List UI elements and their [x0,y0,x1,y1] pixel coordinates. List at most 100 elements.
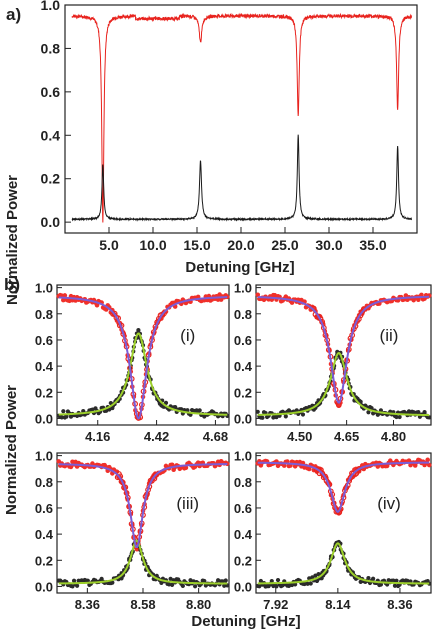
drop-point [173,404,178,410]
subplot-label: (iii) [176,494,199,513]
x-tick-label: 25.0 [271,237,298,253]
drop-point [394,414,399,420]
x-tick-label: 15.0 [183,237,210,253]
drop-point [313,573,318,578]
subplot-3: 8.36 8.58 8.80 0.0 0.2 0.4 0.6 0.8 1.0 (iii) [35,449,230,612]
y-tick-label: 0.2 [35,385,53,400]
y-tick-label: 0.0 [41,214,61,230]
x-tick-label: 4.68 [203,429,228,444]
y-tick-label: 1.0 [234,281,252,296]
x-tick-label: 8.58 [130,597,155,612]
y-tick-label: 0.4 [35,527,54,542]
transmission-point [255,292,261,298]
drop-point [64,414,69,419]
drop-fit [58,539,228,585]
transmission-point [152,472,159,479]
panel-a-xlabel: Detuning [GHz] [185,259,294,276]
transmission-fit [257,295,430,404]
y-tick-label: 0.2 [35,553,53,568]
transmission-point [183,465,189,471]
drop-point [197,408,202,413]
transmission-fit [58,463,228,548]
drop-point [110,580,115,585]
x-tick-label: 4.50 [287,429,312,444]
y-tick-label: 1.0 [35,281,53,296]
y-tick-label: 0.6 [35,501,53,516]
transmission-line [71,12,413,223]
drop-point [136,328,141,333]
drop-fit [58,332,228,416]
panel-a-ticks: 5.0 10.0 15.0 20.0 25.0 30.0 35.0 0.0 0.2 0.4 0.6 0… [41,0,387,253]
drop-point [300,412,306,417]
y-tick-label: 1.0 [41,0,61,13]
drop-point [366,410,371,415]
drop-point [223,578,228,583]
x-tick-label: 7.92 [263,597,288,612]
subplot-label: (iv) [377,494,401,513]
subplot-frame [255,452,432,594]
transmission-fit [58,296,228,420]
drop-point [71,578,77,583]
drop-point [260,415,265,420]
drop-point [163,400,169,405]
drop-point [427,415,432,420]
drop-point [397,414,402,420]
y-tick-label: 0.8 [35,475,53,490]
drop-point [70,584,75,589]
subplot-4: 7.92 8.14 8.36 0.0 0.2 0.4 0.6 0.8 1.0 (iv) [234,449,432,612]
y-tick-label: 0.2 [234,385,252,400]
x-tick-label: 4.80 [381,429,406,444]
x-tick-label: 5.0 [99,237,119,253]
y-tick-label: 0.0 [234,411,252,426]
x-tick-label: 8.14 [325,597,351,612]
drop-point [180,583,185,589]
x-tick-label: 8.36 [75,597,100,612]
y-tick-label: 0.6 [234,333,252,348]
drop-fit [257,352,430,417]
x-tick-label: 8.80 [186,597,211,612]
drop-point [75,583,80,588]
subplot-1: 4.16 4.42 4.68 0.0 0.2 0.4 0.6 0.8 1.0 (i) [35,281,230,444]
y-tick-label: 0.4 [234,527,253,542]
transmission-point [62,293,68,298]
y-tick-label: 0.4 [35,359,54,374]
panel-b-subplots: 4.16 4.42 4.68 0.0 0.2 0.4 0.6 0.8 1.0 (i) 4.50 4.6… [35,281,432,612]
panel-a-label: a) [6,5,21,24]
y-tick-label: 0.0 [35,411,53,426]
drop-point [170,582,175,587]
drop-point [305,581,310,586]
drop-point [258,578,263,584]
transmission-point [306,466,312,472]
y-tick-label: 0.0 [35,579,53,594]
drop-point [275,577,281,583]
drop-point [274,584,279,589]
panel-b-xlabel: Detuning [GHz] [191,613,300,630]
y-tick-label: 0.8 [234,307,252,322]
drop-point [269,578,274,584]
drop-line [71,134,412,222]
x-tick-label: 35.0 [359,237,386,253]
y-tick-label: 1.0 [35,449,53,464]
y-tick-label: 0.2 [41,171,61,187]
y-tick-label: 0.6 [41,84,61,100]
y-tick-label: 0.2 [234,553,252,568]
panel-b: b) Normalized Power Detuning [GHz] 4.16 4… [3,275,432,630]
drop-point [366,575,371,581]
y-tick-label: 0.6 [234,501,252,516]
x-tick-label: 20.0 [227,237,254,253]
drop-point [422,409,427,415]
x-tick-label: 30.0 [315,237,342,253]
subplot-frame [255,284,432,426]
drop-point [416,409,421,415]
transmission-point [425,457,430,463]
drop-point [222,583,227,588]
transmission-point [68,464,74,470]
y-tick-label: 0.0 [234,579,252,594]
drop-point [392,583,398,588]
panel-b-ylabel: Normalized Power [3,385,20,515]
y-tick-label: 1.0 [234,449,252,464]
drop-point [59,415,64,420]
subplot-label: (ii) [380,326,399,345]
drop-point [255,409,260,414]
